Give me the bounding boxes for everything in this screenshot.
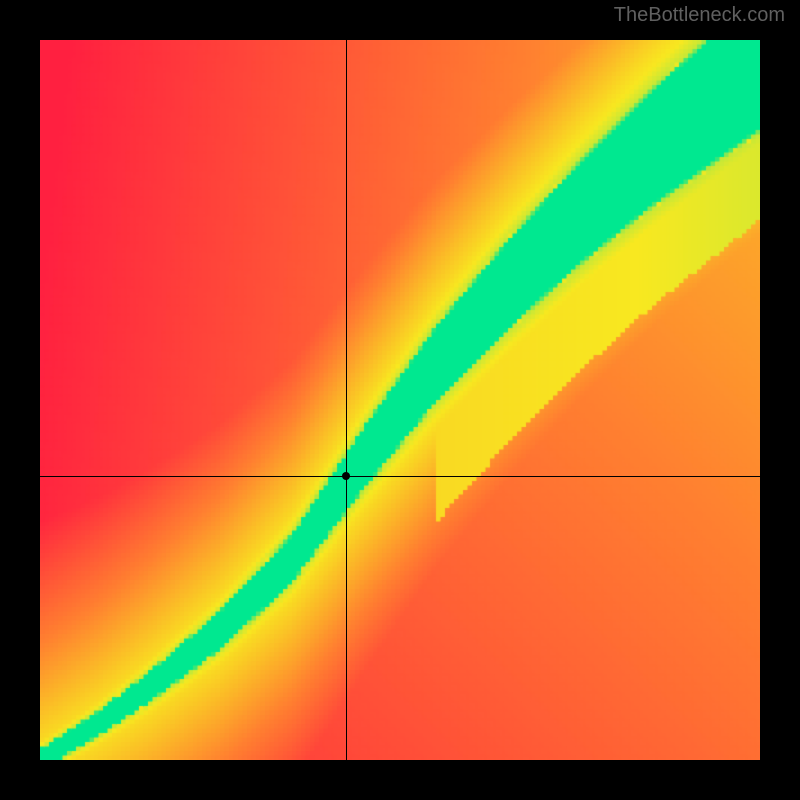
watermark-text: TheBottleneck.com (614, 4, 785, 27)
plot-area (40, 40, 760, 760)
crosshair-point (342, 472, 350, 480)
chart-container: TheBottleneck.com (0, 0, 800, 800)
heatmap-canvas (40, 40, 760, 760)
crosshair-horizontal (40, 476, 760, 477)
crosshair-vertical (346, 40, 347, 760)
